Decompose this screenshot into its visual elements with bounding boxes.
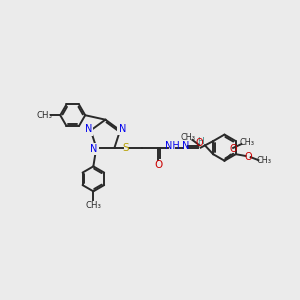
Text: H: H xyxy=(197,137,204,146)
Text: NH: NH xyxy=(165,142,179,152)
Text: N: N xyxy=(182,142,189,152)
Text: CH₃: CH₃ xyxy=(37,111,53,120)
Text: O: O xyxy=(245,152,252,162)
Text: S: S xyxy=(122,142,129,153)
Text: O: O xyxy=(229,144,237,154)
Text: N: N xyxy=(90,144,98,154)
Text: CH₃: CH₃ xyxy=(239,138,254,147)
Text: CH₃: CH₃ xyxy=(256,156,271,165)
Text: O: O xyxy=(196,138,203,148)
Text: CH₃: CH₃ xyxy=(181,133,196,142)
Text: N: N xyxy=(90,144,98,154)
Text: O: O xyxy=(154,160,163,170)
Text: N: N xyxy=(119,124,126,134)
Text: N: N xyxy=(85,124,92,134)
Text: CH₃: CH₃ xyxy=(85,201,101,210)
Text: N: N xyxy=(85,124,92,134)
Text: N: N xyxy=(119,124,126,134)
